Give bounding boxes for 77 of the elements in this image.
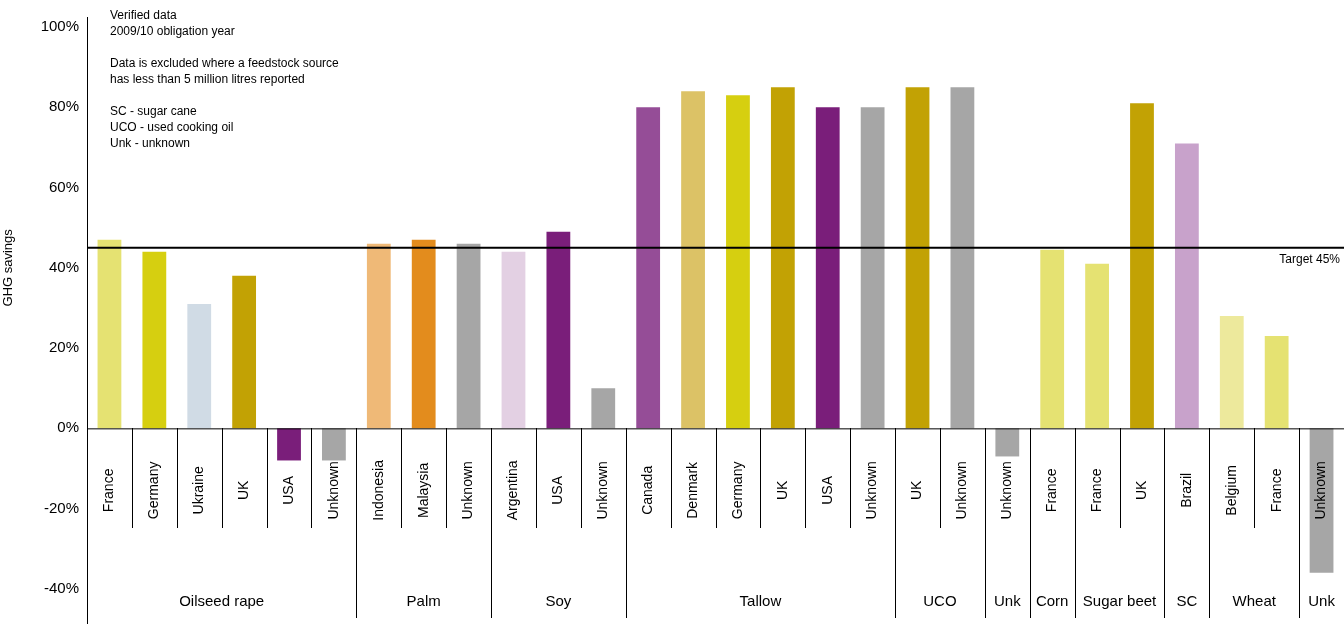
bar: [97, 239, 122, 429]
x-tick-label: France: [100, 468, 117, 513]
bar: [411, 239, 436, 429]
x-tick-label: France: [1043, 468, 1060, 513]
annotation: Tallow: [739, 592, 782, 610]
x-tick-label: UK: [1132, 479, 1149, 501]
x-tick-label: Unknown: [998, 461, 1015, 520]
y-tick-label: -20%: [43, 498, 79, 516]
x-tick-label: Malaysia: [414, 462, 431, 518]
x-tick-label: Denmark: [683, 460, 700, 519]
bar: [636, 107, 661, 429]
x-tick-label: Belgium: [1222, 465, 1239, 516]
x-tick-label: USA: [279, 475, 296, 505]
bar: [1219, 315, 1244, 429]
bar: [1040, 249, 1065, 429]
bar: [591, 388, 616, 429]
x-tick-label: Unknown: [863, 461, 880, 520]
y-tick-label: 80%: [48, 97, 79, 115]
bar: [726, 95, 750, 429]
bar: [501, 251, 526, 429]
bar: [366, 243, 391, 429]
ref-line-label: Target 45%: [1279, 252, 1341, 267]
x-tick-label: Germany: [728, 461, 745, 520]
y-tick-label: 100%: [40, 17, 79, 35]
bar: [950, 87, 975, 429]
bar: [322, 428, 346, 461]
bar: [456, 243, 481, 429]
y-tick-label: -40%: [43, 579, 79, 597]
bar: [1264, 336, 1289, 429]
bar: [187, 303, 212, 429]
bar: [1085, 263, 1109, 429]
bar: [815, 107, 840, 429]
bar: [905, 87, 930, 429]
bar: [1174, 143, 1199, 429]
x-tick-label: Ukraine: [190, 466, 207, 515]
annotation: Soy: [545, 592, 572, 610]
bar: [770, 87, 795, 429]
x-tick-label: Germany: [145, 461, 162, 520]
x-tick-label: Brazil: [1177, 472, 1194, 508]
annotation: UCO: [923, 592, 957, 610]
x-tick-label: UK: [908, 479, 925, 501]
x-tick-label: Unknown: [1312, 461, 1329, 520]
annotation: Palm: [406, 592, 441, 610]
x-tick-label: Indonesia: [369, 459, 386, 521]
annotation: Unk: [1308, 592, 1336, 610]
x-tick-label: Canada: [639, 465, 656, 515]
bar: [277, 428, 301, 461]
annotation: Sugar beet: [1082, 592, 1158, 610]
bar: [995, 428, 1020, 457]
x-tick-label: Unknown: [324, 461, 341, 520]
y-tick-label: 60%: [48, 177, 79, 195]
bar: [232, 275, 257, 429]
x-tick-label: Unknown: [953, 461, 970, 520]
annotation: Unk: [993, 592, 1022, 610]
x-tick-label: France: [1087, 468, 1104, 513]
x-tick-label: Unknown: [459, 461, 476, 520]
text: Verified data 2009/10 obligation year Data is excluded where a feedstock source has less than 5 million litres reported SC - sugar cane UCO - used cooking oil Unk - unknown: [110, 8, 339, 151]
bar: [681, 91, 705, 429]
x-tick-label: USA: [549, 475, 566, 505]
y-tick-label: 0%: [57, 418, 79, 436]
x-tick-label: USA: [818, 475, 835, 505]
annotation: Oilseed rape: [179, 592, 265, 610]
bar: [860, 107, 885, 429]
x-tick-label: Unknown: [594, 461, 611, 520]
bar: [546, 231, 571, 429]
y-tick-label: 40%: [48, 257, 79, 275]
bar: [1130, 103, 1154, 429]
x-tick-label: France: [1267, 468, 1284, 513]
x-tick-label: UK: [234, 479, 251, 501]
annotation: Wheat: [1232, 592, 1277, 610]
y-tick-label: 20%: [48, 338, 79, 356]
annotation: SC: [1176, 592, 1198, 610]
x-tick-label: UK: [773, 479, 790, 501]
y-axis-title: GHG savings: [0, 228, 16, 307]
bar: [142, 251, 167, 429]
x-tick-label: Argentina: [504, 460, 521, 521]
annotation: Corn: [1035, 592, 1069, 610]
